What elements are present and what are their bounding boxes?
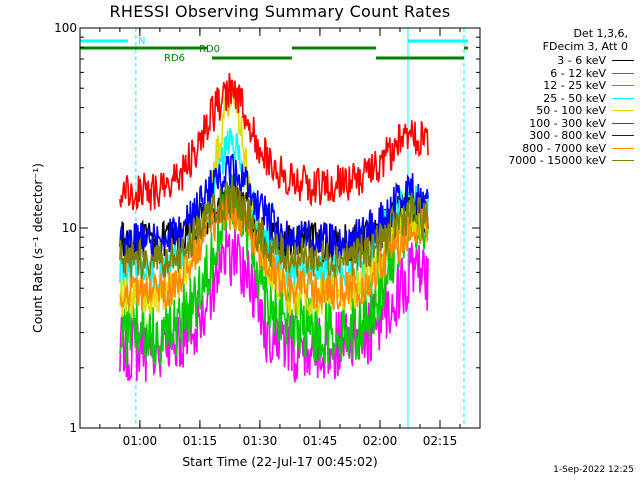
x-axis-label: Start Time (22-Jul-17 00:45:02) <box>182 454 378 469</box>
legend-entry: 300 - 800 keV <box>529 129 634 142</box>
flag-bars <box>80 39 468 60</box>
legend-entry: 3 - 6 keV <box>557 54 634 67</box>
x-tick-label: 01:30 <box>242 434 278 448</box>
legend-entry-label: 7000 - 15000 keV <box>508 154 606 167</box>
legend-entry: 7000 - 15000 keV <box>508 154 634 167</box>
legend-entry-label: 100 - 300 keV <box>529 116 606 130</box>
legend-entry: 6 - 12 keV <box>550 67 634 80</box>
legend-entry-label: 3 - 6 keV <box>557 54 606 67</box>
chart-title: RHESSI Observing Summary Count Rates <box>109 2 451 21</box>
legend-entry-label: 25 - 50 keV <box>543 91 606 105</box>
legend-entry: 25 - 50 keV <box>543 92 634 105</box>
legend-entry: 12 - 25 keV <box>543 79 634 92</box>
legend-swatch <box>612 147 634 149</box>
legend-entry: 800 - 7000 keV <box>522 142 634 155</box>
legend-entry-label: 6 - 12 keV <box>550 66 606 80</box>
flag-label-rd0: RD0 <box>199 44 221 55</box>
x-tick-label: 01:45 <box>302 434 338 448</box>
series-line-8 <box>119 181 429 280</box>
x-tick-label: 02:15 <box>422 434 458 448</box>
legend-header: Det 1,3,6, <box>573 27 628 40</box>
y-tick-label: 1 <box>69 421 77 435</box>
legend-swatch <box>612 122 634 124</box>
legend-swatch <box>612 85 634 86</box>
y-tick-label: 10 <box>61 221 77 235</box>
axis-ticks <box>80 28 481 429</box>
legend-entry-label: 12 - 25 keV <box>543 79 606 92</box>
timestamp: 1-Sep-2022 12:25 <box>553 465 634 475</box>
legend-swatch <box>612 60 634 61</box>
series-line-7 <box>119 193 429 312</box>
x-tick-label: 01:00 <box>122 434 158 448</box>
y-tick-label: 100 <box>54 21 77 35</box>
legend-entry-label: 300 - 800 keV <box>529 129 606 142</box>
legend-entry: 50 - 100 keV <box>536 104 634 117</box>
legend-swatch <box>612 72 634 74</box>
legend-swatch <box>612 160 634 161</box>
legend-header: FDecim 3, Att 0 <box>542 39 628 53</box>
legend-swatch <box>612 97 634 99</box>
series-lines <box>119 72 429 383</box>
y-axis-label: Count Rate (s⁻¹ detector⁻¹) <box>30 163 45 333</box>
legend-swatch <box>612 110 634 111</box>
series-line-2 <box>119 173 429 366</box>
legend-entry-label: 50 - 100 keV <box>536 104 606 117</box>
flag-label-n: N <box>138 36 146 47</box>
legend-entry-label: 800 - 7000 keV <box>522 141 606 155</box>
legend-entry: 100 - 300 keV <box>529 117 634 130</box>
flag-label-rd6: RD6 <box>164 53 186 64</box>
x-tick-label: 01:15 <box>182 434 218 448</box>
x-tick-label: 02:00 <box>362 434 398 448</box>
legend-swatch <box>612 135 634 136</box>
series-line-5 <box>119 72 429 211</box>
